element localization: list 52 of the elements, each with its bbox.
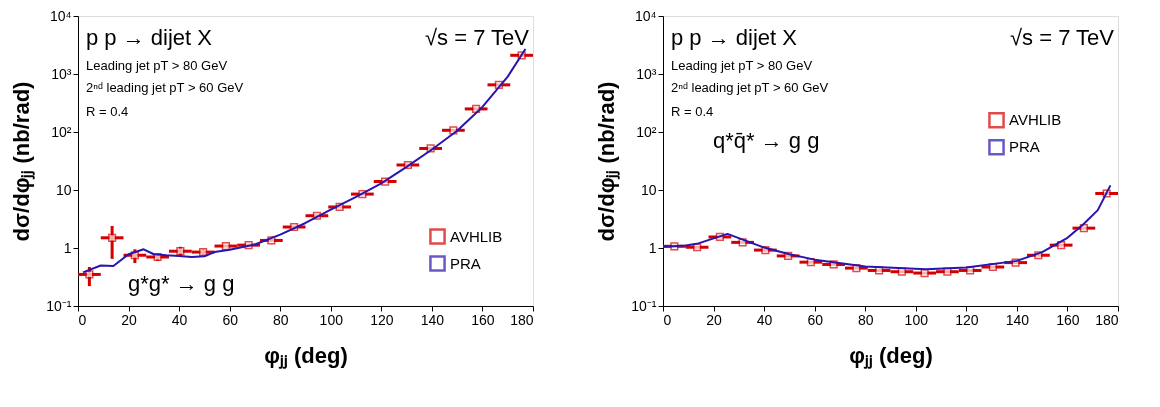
x-tick-label: 140: [420, 311, 445, 328]
y-axis-title: dσ/dφⱼⱼ (nb/rad): [594, 81, 621, 242]
annotation: p p → dijet X: [86, 25, 213, 50]
x-tick-label: 120: [955, 311, 979, 328]
x-tick-label: 60: [222, 311, 239, 328]
x-axis-title: φⱼⱼ (deg): [264, 342, 348, 369]
x-tick-label: 0: [78, 311, 87, 328]
annotation: R = 0.4: [86, 104, 129, 119]
annotation: p p → dijet X: [671, 25, 798, 50]
annotation: 2ⁿᵈ leading jet pT > 60 GeV: [671, 80, 829, 95]
x-tick-label: 20: [121, 311, 138, 328]
x-tick-label: 20: [706, 311, 723, 328]
y-tick-label: 10: [640, 181, 657, 198]
annotation: 2ⁿᵈ leading jet pT > 60 GeV: [86, 80, 244, 95]
x-tick-label: 160: [471, 311, 495, 328]
x-tick-label: 40: [756, 311, 773, 328]
x-tick-label: 40: [171, 311, 188, 328]
y-tick-label: 10⁻¹: [46, 297, 72, 314]
annotation: Leading jet pT > 80 GeV: [86, 58, 228, 73]
x-tick-label: 80: [857, 311, 874, 328]
annotation: Leading jet pT > 80 GeV: [671, 58, 813, 73]
x-tick-label: 60: [807, 311, 824, 328]
x-axis-title: φⱼⱼ (deg): [849, 342, 933, 369]
annotation: √s = 7 TeV: [1009, 25, 1115, 50]
x-tick-label: 180: [1095, 311, 1119, 328]
legend-label: PRA: [1009, 138, 1040, 156]
x-tick-label: 0: [663, 311, 672, 328]
annotation: g*g* → g g: [128, 271, 235, 296]
annotation: q*q̄* → g g: [713, 127, 820, 153]
y-tick-label: 1: [648, 239, 657, 256]
y-tick-label: 10²: [51, 123, 72, 140]
y-tick-label: 10²: [636, 123, 657, 140]
legend-label: AVHLIB: [1009, 111, 1062, 129]
legend-label: AVHLIB: [450, 227, 503, 245]
x-tick-label: 100: [319, 311, 344, 328]
x-tick-label: 120: [370, 311, 394, 328]
x-tick-label: 80: [272, 311, 289, 328]
y-tick-label: 10: [55, 181, 72, 198]
y-tick-label: 10³: [636, 65, 657, 82]
y-tick-label: 1: [63, 239, 72, 256]
annotation: √s = 7 TeV: [424, 25, 530, 50]
x-tick-label: 100: [904, 311, 929, 328]
y-tick-label: 10⁴: [49, 7, 72, 24]
x-tick-label: 140: [1005, 311, 1030, 328]
y-tick-label: 10³: [51, 65, 72, 82]
legend-label: PRA: [450, 254, 481, 272]
x-tick-label: 160: [1056, 311, 1080, 328]
y-tick-label: 10⁴: [634, 7, 657, 24]
annotation: R = 0.4: [671, 104, 714, 119]
x-tick-label: 180: [510, 311, 534, 328]
y-tick-label: 10⁻¹: [631, 297, 657, 314]
y-axis-title: dσ/dφⱼⱼ (nb/rad): [9, 81, 36, 242]
